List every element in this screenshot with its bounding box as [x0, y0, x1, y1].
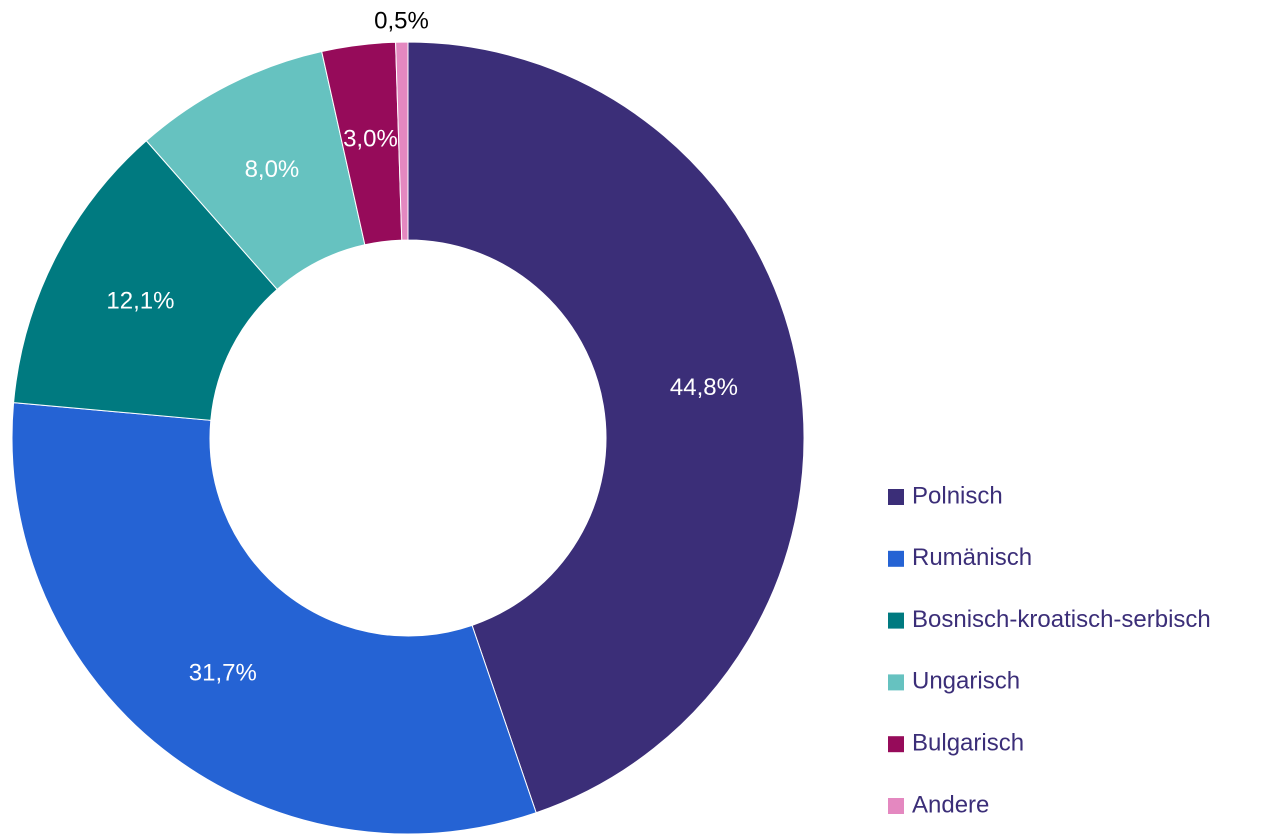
- slice: [13, 140, 278, 421]
- slice: [407, 41, 805, 814]
- legend-swatch: [888, 736, 904, 753]
- legend-swatch: [888, 489, 904, 505]
- legend-swatch: [888, 674, 904, 691]
- legend-label: Bosnisch-kroatisch-serbisch: [912, 606, 1211, 633]
- data-label: 3,0%: [343, 126, 398, 153]
- legend-label: Ungarisch: [912, 668, 1020, 695]
- legend-label: Bulgarisch: [912, 730, 1024, 757]
- data-label: 12,1%: [106, 288, 174, 315]
- data-label: 44,8%: [670, 374, 738, 401]
- legend-label: Rumänisch: [912, 544, 1032, 571]
- data-label: 31,7%: [189, 659, 257, 686]
- legend-swatch: [888, 550, 904, 567]
- legend-swatch: [888, 612, 904, 629]
- legend-label: Polnisch: [912, 482, 1003, 509]
- legend-swatch: [888, 798, 904, 814]
- data-label: 8,0%: [245, 156, 300, 183]
- slice: [11, 402, 537, 835]
- data-label: 0,5%: [374, 7, 429, 34]
- legend-label: Andere: [912, 791, 989, 818]
- slice: [395, 41, 409, 241]
